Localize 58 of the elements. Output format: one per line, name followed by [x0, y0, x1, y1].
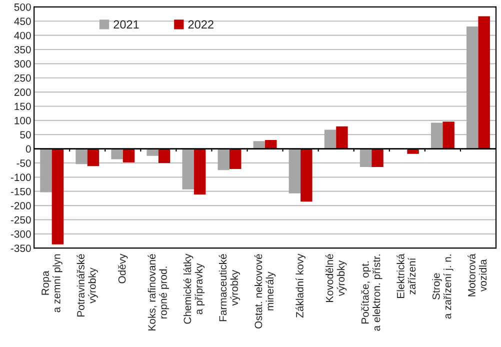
y-tick-label: 200 — [14, 88, 31, 96]
bar — [229, 148, 242, 169]
bar — [478, 16, 490, 149]
y-tick-label: 350 — [14, 46, 31, 54]
bar — [407, 148, 419, 154]
bar — [288, 148, 301, 194]
x-tick-label: Koks, rafinované ropné prod. — [148, 254, 169, 330]
bar — [372, 148, 384, 167]
bar — [324, 130, 336, 149]
y-tick-label: -350 — [10, 244, 31, 252]
y-tick-label: 400 — [14, 32, 31, 40]
y-tick-label: -100 — [10, 174, 31, 182]
y-tick-label: 500 — [14, 3, 31, 11]
y-tick-label: -300 — [10, 230, 31, 238]
x-tick-label: Chemické látky a přípravky — [183, 254, 205, 324]
y-tick-label: 100 — [14, 116, 31, 124]
bar — [218, 148, 230, 170]
y-tick-label: -150 — [10, 188, 31, 196]
bar — [182, 148, 194, 190]
legend-label: 2022 — [188, 20, 214, 29]
x-tick-label: Kovodělné výrobky — [325, 254, 347, 302]
bar — [336, 126, 348, 149]
x-tick-label: Základní kovy — [296, 254, 306, 318]
bar — [442, 122, 454, 149]
x-tick-label: Motorová vozidla — [468, 254, 487, 296]
x-tick-label: Elektrická zařízení — [396, 254, 416, 298]
x-tick-label: Oděvy — [118, 254, 128, 284]
y-tick-label: -200 — [10, 202, 31, 210]
bar — [300, 148, 312, 202]
y-tick-label: -50 — [16, 159, 31, 167]
y-tick-label: 300 — [14, 60, 31, 68]
y-tick-label: 250 — [14, 74, 31, 82]
bar — [76, 148, 88, 164]
bar — [122, 148, 135, 162]
x-tick-label: Ropa a zemní plyn — [42, 254, 62, 312]
bar — [52, 148, 64, 244]
x-tick-label: Počítače, opt. a elektron. přístr. — [361, 254, 382, 331]
x-tick-label: Farmaceutické výrobky — [218, 254, 240, 322]
bar — [194, 148, 206, 194]
y-tick-label: -250 — [10, 216, 31, 224]
bar — [466, 26, 478, 149]
y-tick-label: 150 — [14, 102, 31, 110]
bar — [158, 148, 170, 163]
bar — [87, 148, 100, 166]
bar — [111, 148, 123, 160]
y-tick-label: 450 — [14, 18, 31, 26]
bar — [360, 148, 372, 167]
bar — [265, 140, 277, 149]
bar — [253, 141, 266, 149]
y-tick-label: 50 — [20, 131, 31, 138]
bar — [146, 148, 158, 156]
bar — [40, 148, 52, 192]
x-tick-label: Potravinářské výrobky — [76, 254, 98, 316]
x-tick-label: Stroje a zařízení j. n. — [432, 254, 454, 319]
legend-label: 2021 — [114, 20, 139, 29]
x-tick-label: Ostat. nekovové minerály — [254, 254, 276, 328]
bar — [430, 122, 443, 149]
y-tick-label: 0 — [26, 145, 31, 153]
